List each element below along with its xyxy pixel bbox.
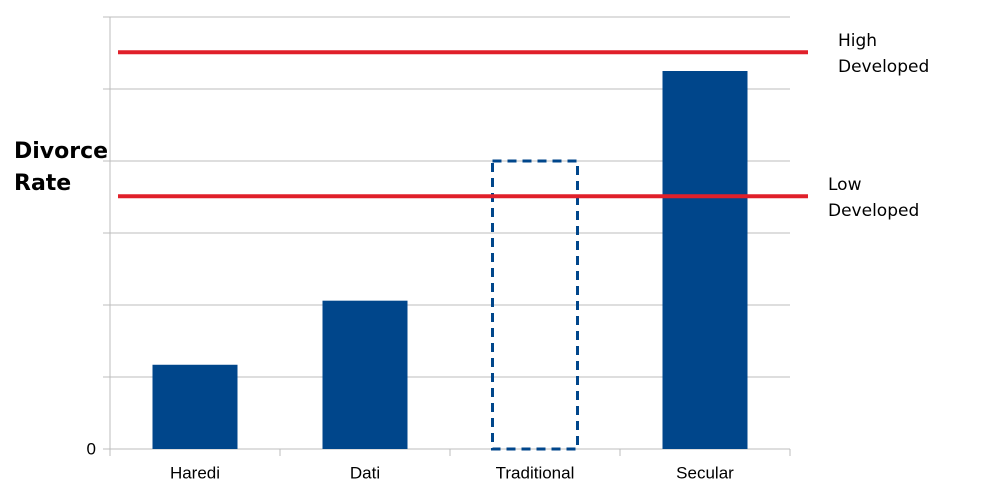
y-axis-label: Divorce Rate bbox=[14, 139, 109, 196]
x-tick-label: Secular bbox=[676, 463, 734, 482]
bar bbox=[662, 71, 748, 449]
x-tick-label: Haredi bbox=[170, 463, 220, 482]
bar bbox=[322, 300, 408, 449]
x-tick-label: Traditional bbox=[496, 463, 575, 482]
bar bbox=[152, 364, 238, 449]
x-tick-label: Dati bbox=[350, 463, 380, 482]
bar-outline bbox=[491, 159, 579, 451]
reference-label: Low Developed bbox=[828, 175, 920, 222]
reference-label: High Developed bbox=[838, 31, 930, 78]
y-tick-label: 0 bbox=[87, 439, 96, 458]
